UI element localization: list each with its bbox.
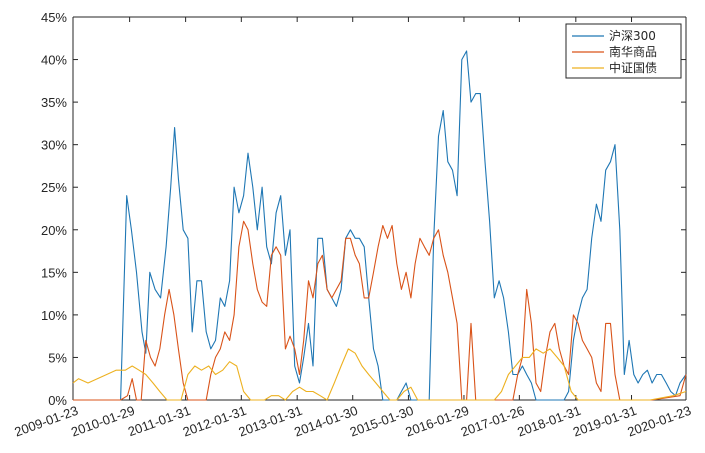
legend-label: 中证国债 — [609, 60, 657, 75]
y-tick-label: 30% — [41, 138, 67, 153]
series-layer — [72, 50, 687, 401]
series-line — [73, 220, 687, 401]
y-tick-label: 15% — [41, 265, 67, 280]
y-tick-label: 40% — [41, 53, 67, 68]
y-tick-label: 20% — [41, 223, 67, 238]
legend-box — [565, 23, 682, 79]
legend-label: 南华商品 — [609, 44, 657, 59]
y-tick-label: 45% — [41, 10, 67, 25]
series-line — [72, 348, 687, 401]
legend-label: 沪深300 — [609, 29, 656, 43]
y-tick-label: 25% — [41, 180, 67, 195]
y-tick-label: 10% — [41, 308, 67, 323]
y-tick-label: 0% — [48, 393, 67, 408]
y-tick-label: 5% — [48, 350, 67, 365]
y-tick-label: 35% — [41, 95, 67, 110]
